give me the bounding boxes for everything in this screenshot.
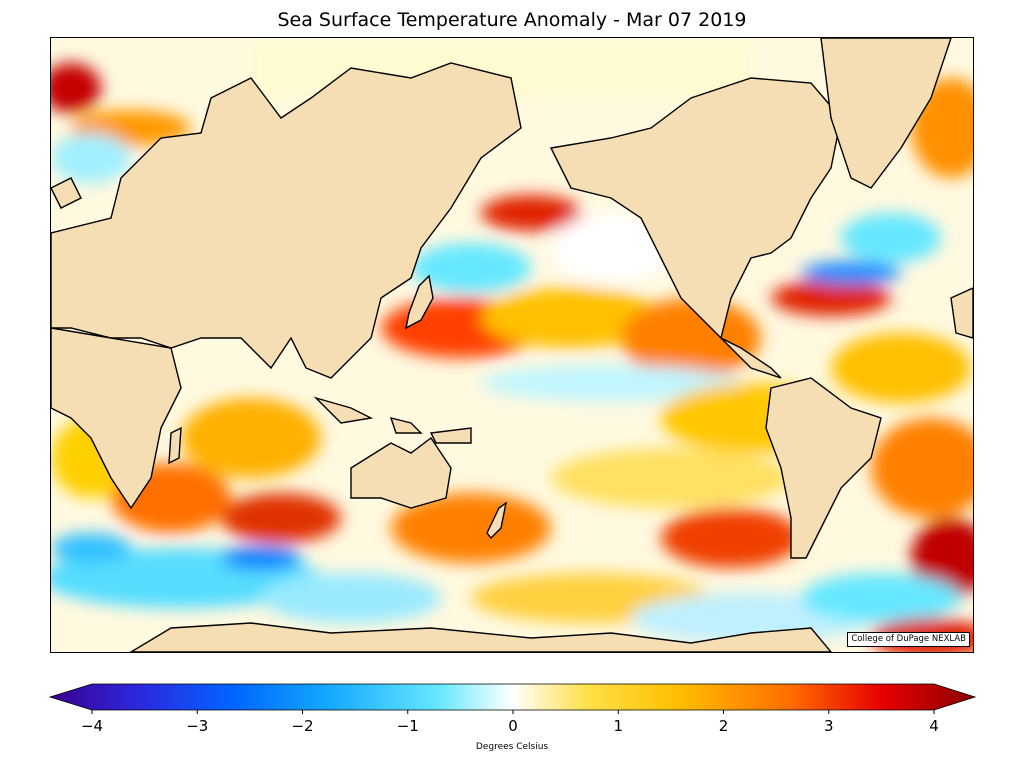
sst-map: College of DuPage NEXLAB [50, 37, 974, 653]
colorbar-tick-label: −3 [186, 717, 208, 735]
colorbar: −4 −3 −2 −1 0 1 2 3 4 [48, 683, 977, 735]
colorbar-tick-label: −4 [81, 717, 103, 735]
australia-landmass [350, 436, 452, 509]
west-africa-landmass [950, 287, 973, 339]
credit-label: College of DuPage NEXLAB [847, 632, 970, 647]
british-isles-landmass [51, 177, 82, 209]
south-america-landmass [765, 377, 882, 559]
japan-landmass [405, 274, 434, 330]
colorbar-bar [48, 683, 977, 711]
borneo-landmass [389, 417, 423, 434]
new-zealand-landmass [486, 501, 508, 540]
map-canvas [51, 38, 973, 652]
africa-landmass [51, 327, 182, 510]
colorbar-tick-label: −2 [291, 717, 313, 735]
colorbar-tick-label: 1 [613, 717, 623, 735]
madagascar-landmass [168, 426, 182, 465]
colorbar-tick-label: 4 [929, 717, 939, 735]
colorbar-tick-label: −1 [397, 717, 419, 735]
eurasia-landmass [51, 62, 522, 379]
colorbar-tick-label: 3 [824, 717, 834, 735]
north-america-landmass [549, 77, 842, 379]
colorbar-tick-label: 0 [508, 717, 518, 735]
colorbar-tick-label: 2 [719, 717, 729, 735]
antarctica-landmass [129, 622, 832, 652]
land-masses [51, 38, 973, 652]
chart-title: Sea Surface Temperature Anomaly - Mar 07… [277, 9, 747, 31]
greenland-landmass [820, 38, 952, 189]
sumatra-landmass [313, 396, 374, 424]
colorbar-ticks: −4 −3 −2 −1 0 1 2 3 4 [81, 710, 939, 735]
colorbar-label: Degrees Celsius [475, 742, 549, 752]
new-guinea-landmass [429, 427, 472, 444]
